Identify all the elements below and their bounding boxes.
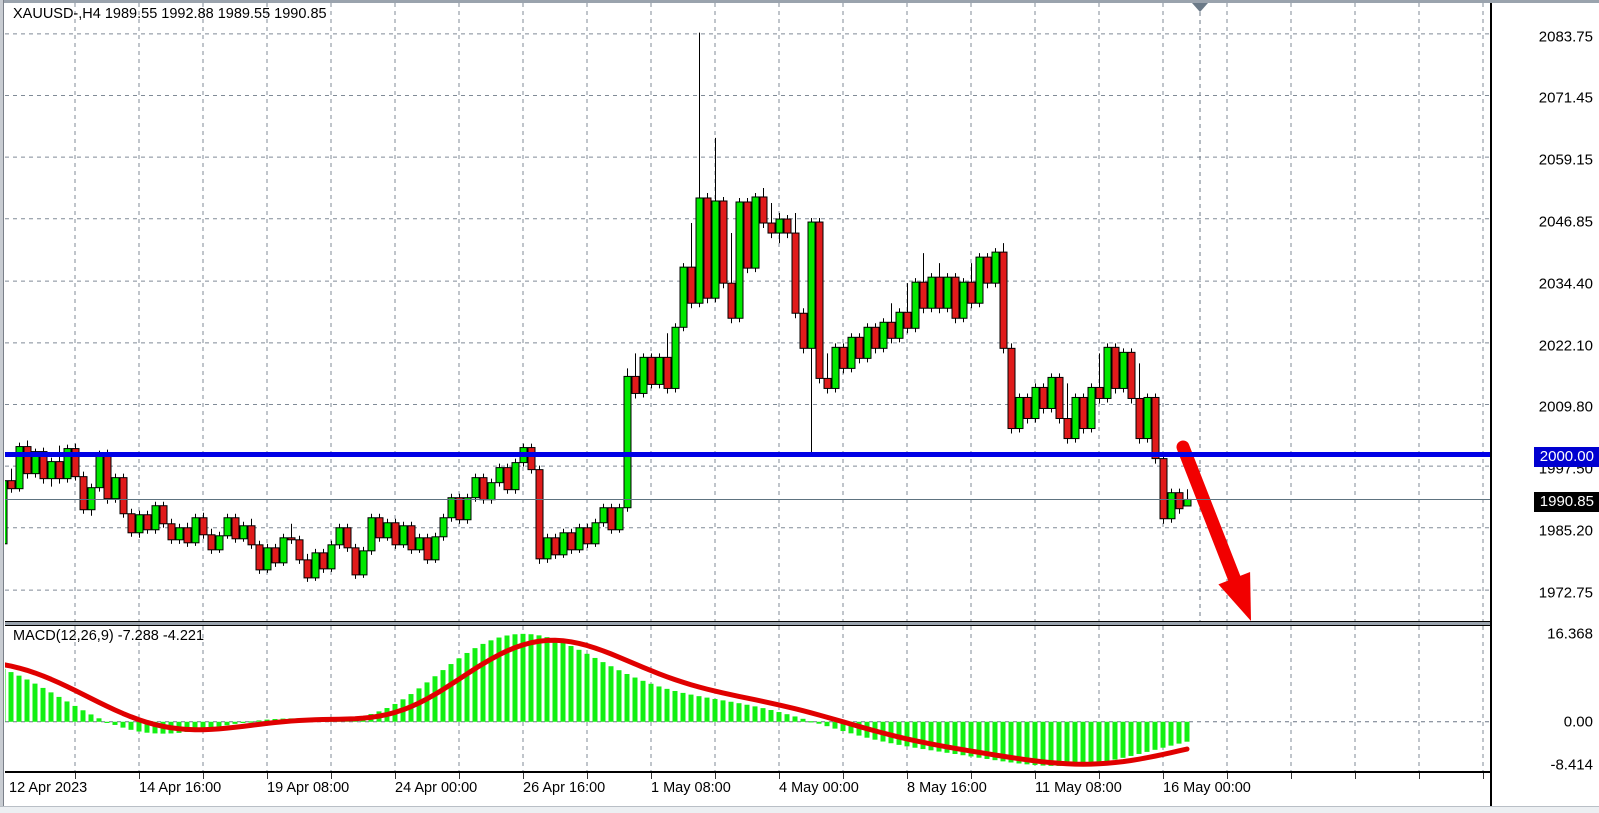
price-axis-label: 2009.80 [1538, 398, 1593, 416]
macd-indicator-pane[interactable]: MACD(12,26,9) -7.288 -4.221 [5, 626, 1490, 771]
price-axis-label: 2071.45 [1538, 89, 1593, 107]
time-axis-tick [587, 773, 588, 779]
price-level-badge[interactable]: 2000.00 [1533, 446, 1599, 467]
time-axis-tick [139, 773, 140, 779]
time-axis-tick [395, 773, 396, 779]
price-axis-label: 1972.75 [1538, 584, 1593, 602]
time-axis-label: 26 Apr 16:00 [523, 780, 606, 796]
time-axis-label: 14 Apr 16:00 [139, 780, 222, 796]
time-axis-label: 12 Apr 2023 [9, 780, 88, 796]
time-axis-tick [779, 773, 780, 779]
price-axis[interactable]: 2083.75 2071.45 2059.15 2046.85 2034.40 2022.… [1490, 3, 1599, 806]
price-chart-pane[interactable]: XAUUSD-,H4 1989.55 1992.88 1989.55 1990.… [5, 3, 1490, 621]
chart-position-marker-icon [1192, 3, 1208, 12]
time-axis-tick [971, 773, 972, 779]
price-axis-label: 1985.20 [1538, 522, 1593, 540]
time-axis-tick [1291, 773, 1292, 779]
time-axis-tick [651, 773, 652, 779]
time-axis-tick [1419, 773, 1420, 779]
time-axis-tick [907, 773, 908, 779]
time-axis-label: 19 Apr 08:00 [267, 780, 350, 796]
last-price-line [5, 499, 1490, 501]
time-axis-label: 4 May 00:00 [779, 780, 859, 796]
price-chart-canvas [5, 3, 1490, 621]
time-axis-tick [75, 773, 76, 779]
price-axis-label: 2083.75 [1538, 28, 1593, 46]
price-axis-label: 2022.10 [1538, 337, 1593, 355]
time-axis-tick [1227, 773, 1228, 779]
macd-chart-canvas [5, 626, 1490, 771]
time-axis-tick [1163, 773, 1164, 779]
bearish-arrow-annotation[interactable] [5, 3, 1490, 621]
time-axis-label: 16 May 00:00 [1163, 780, 1251, 796]
time-axis-tick [1483, 773, 1484, 779]
time-axis-tick [331, 773, 332, 779]
price-axis-label: 2046.85 [1538, 213, 1593, 231]
macd-axis-label: 0.00 [1563, 713, 1593, 731]
time-axis-tick [523, 773, 524, 779]
chart-symbol-ohlc-label: XAUUSD-,H4 1989.55 1992.88 1989.55 1990.… [13, 6, 327, 22]
last-price-badge[interactable]: 1990.85 [1533, 492, 1599, 513]
macd-indicator-label: MACD(12,26,9) -7.288 -4.221 [13, 628, 205, 644]
pane-divider[interactable] [5, 621, 1490, 626]
time-axis-tick [1099, 773, 1100, 779]
time-axis-label: 24 Apr 00:00 [395, 780, 478, 796]
time-axis-label: 1 May 08:00 [651, 780, 731, 796]
time-axis-tick [203, 773, 204, 779]
macd-axis-label: 16.368 [1547, 625, 1593, 643]
time-axis[interactable]: 12 Apr 2023 14 Apr 16:00 19 Apr 08:00 24 Ap… [5, 771, 1490, 806]
window-top-border [0, 0, 1599, 3]
price-level-2000-line[interactable] [5, 451, 1490, 457]
time-axis-label: 8 May 16:00 [907, 780, 987, 796]
time-axis-label: 11 May 08:00 [1035, 780, 1122, 796]
time-axis-tick [1355, 773, 1356, 779]
time-axis-tick [1035, 773, 1036, 779]
macd-axis-label: -8.414 [1550, 756, 1593, 774]
time-axis-tick [715, 773, 716, 779]
window-left-scrollbar[interactable] [0, 0, 4, 813]
window-bottom-scrollbar[interactable] [0, 806, 1599, 813]
time-axis-tick [459, 773, 460, 779]
price-axis-label: 2034.40 [1538, 275, 1593, 293]
time-axis-tick [267, 773, 268, 779]
price-axis-label: 2059.15 [1538, 151, 1593, 169]
time-axis-tick [843, 773, 844, 779]
